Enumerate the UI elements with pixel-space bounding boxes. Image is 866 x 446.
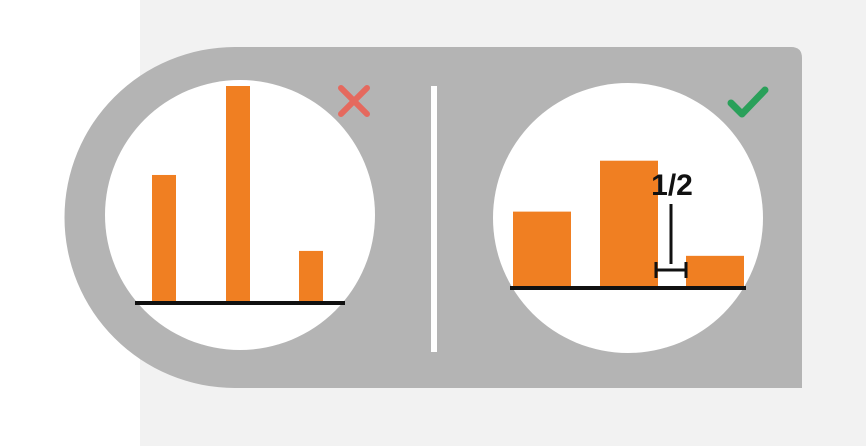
left-bars <box>152 86 323 303</box>
right-bars <box>513 160 744 288</box>
left-bar-3 <box>299 250 323 303</box>
right-example: 1/2 <box>493 83 769 353</box>
check-icon <box>727 86 769 118</box>
cross-icon <box>338 85 370 117</box>
right-bar-3 <box>686 255 744 288</box>
left-bar-1 <box>152 174 176 303</box>
gap-measure <box>654 204 688 278</box>
left-bar-2 <box>226 86 250 303</box>
left-example <box>105 80 375 350</box>
right-bar-1 <box>513 211 571 288</box>
right-bar-2 <box>600 160 658 288</box>
gap-label: 1/2 <box>651 169 693 202</box>
